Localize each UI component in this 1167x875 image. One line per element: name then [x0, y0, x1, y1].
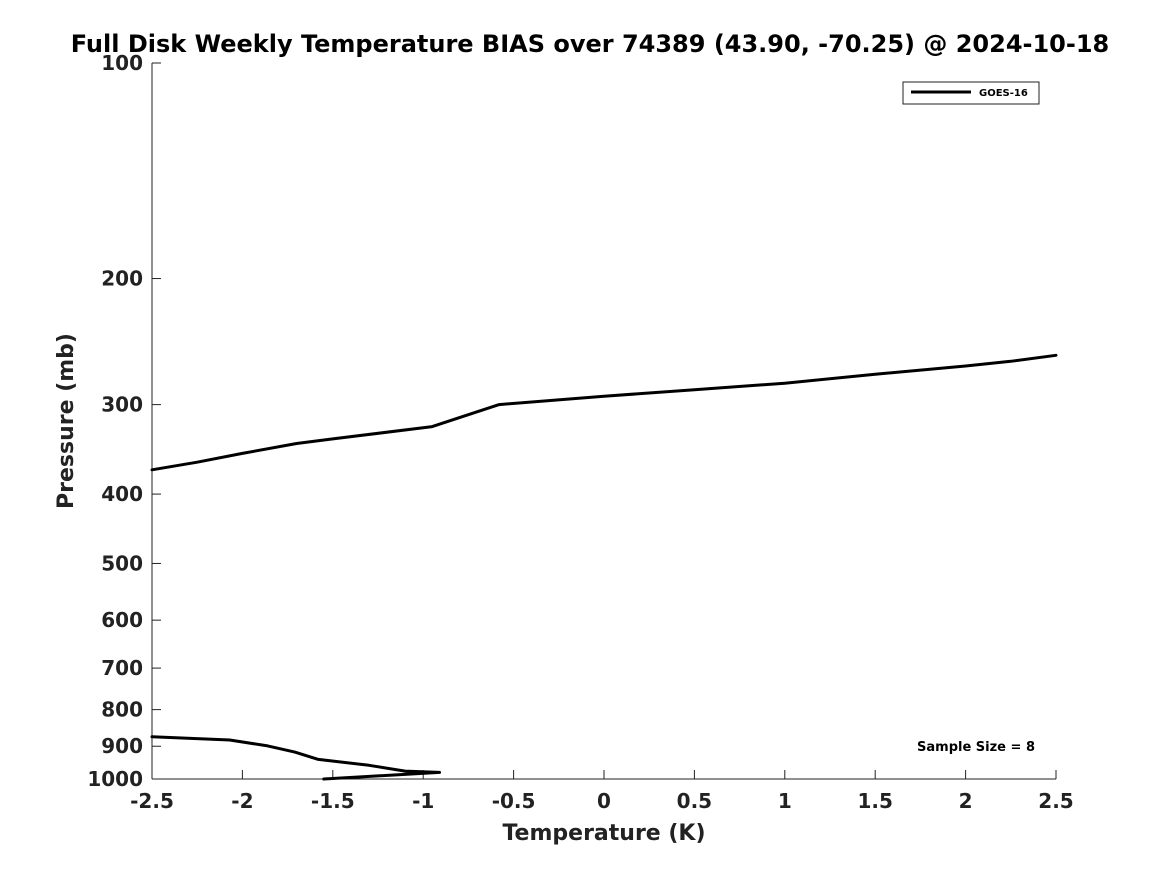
y-tick-label: 700: [101, 656, 143, 680]
legend-entry-goes-16: GOES-16: [979, 88, 1028, 99]
y-tick-label: 500: [101, 551, 143, 575]
y-axis-ticks: 100 200 300 400 500 600 700 800 900 1000: [87, 51, 161, 791]
x-tick-label: -2.5: [130, 789, 174, 813]
x-tick-label: -1.5: [311, 789, 355, 813]
y-tick-label: 200: [101, 267, 143, 291]
sample-size-annotation: Sample Size = 8: [917, 740, 1035, 755]
y-tick-label: 900: [101, 734, 143, 758]
y-axis-label: Pressure (mb): [54, 333, 79, 509]
x-tick-label: 0.5: [677, 789, 712, 813]
y-tick-label: 600: [101, 608, 143, 632]
y-tick-label: 800: [101, 698, 143, 722]
x-axis-label: Temperature (K): [502, 821, 705, 846]
x-tick-label: 2.5: [1038, 789, 1073, 813]
y-tick-label: 300: [101, 393, 143, 417]
x-tick-label: 1: [778, 789, 792, 813]
series-line-goes-16-segment-2: [150, 735, 441, 781]
series-line-goes-16-segment-1: [150, 353, 1058, 472]
y-tick-label: 100: [101, 51, 143, 75]
chart-title: Full Disk Weekly Temperature BIAS over 7…: [71, 30, 1110, 58]
x-tick-label: 0: [597, 789, 611, 813]
series-layer: [150, 353, 1058, 781]
x-tick-label: -2: [231, 789, 253, 813]
x-tick-label: 1.5: [857, 789, 892, 813]
x-axis-ticks: -2.5 -2 -1.5 -1 -0.5 0 0.5 1 1.5 2 2.5: [130, 770, 1074, 813]
x-tick-label: -1: [412, 789, 434, 813]
x-tick-label: -0.5: [492, 789, 536, 813]
legend: GOES-16: [902, 81, 1040, 105]
y-tick-label: 1000: [87, 767, 143, 791]
y-tick-label: 400: [101, 482, 143, 506]
x-tick-label: 2: [959, 789, 973, 813]
